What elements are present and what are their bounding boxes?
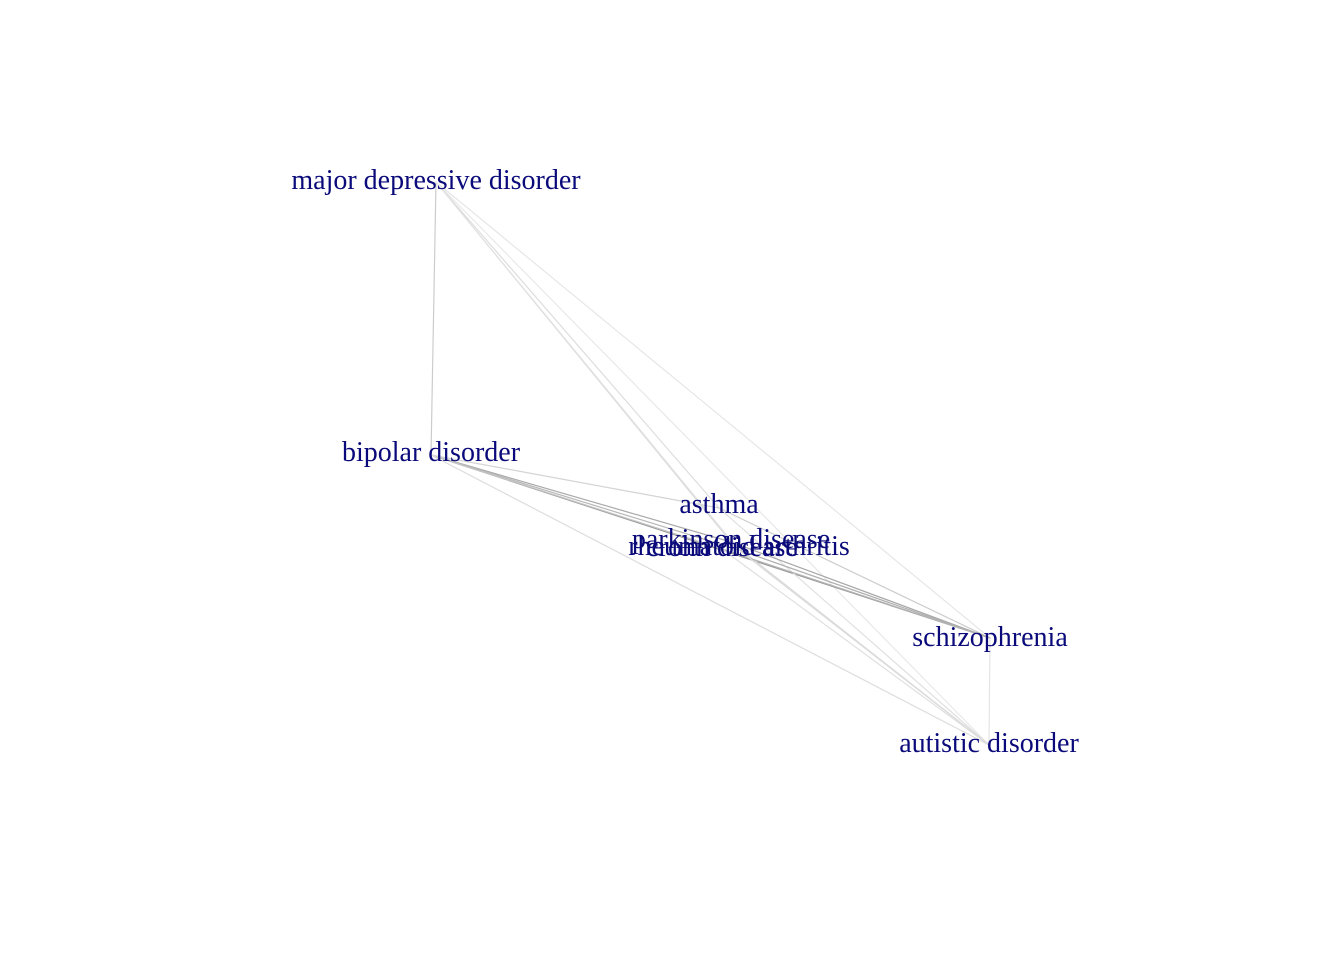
node-label-major-depressive-disorder: major depressive disorder: [291, 165, 581, 196]
node-label-schizophrenia: schizophrenia: [912, 622, 1068, 653]
edge-mdd-schizophrenia: [435, 181, 991, 639]
edge-bipolar-rheumatoid: [430, 454, 740, 551]
node-label-rheumatoid-arthritis: rheumatoid arthritis: [628, 531, 850, 562]
edge-bipolar-parkinson: [430, 454, 732, 543]
edge-layer: [430, 181, 991, 746]
edge-mdd-asthma: [435, 181, 720, 509]
edge-crohn-autistic: [721, 548, 990, 746]
edge-bipolar-crohn: [430, 454, 723, 550]
edge-parkinson-schizophrenia: [730, 541, 991, 639]
edge-asthma-schizophrenia: [718, 507, 991, 639]
edge-asthma-autistic: [718, 507, 990, 746]
node-label-bipolar-disorder: bipolar disorder: [342, 437, 521, 468]
edge-mdd-bipolar: [430, 181, 437, 456]
node-label-parkinson-disease: parkinson disease: [632, 524, 830, 555]
edge-schizophrenia-autistic: [988, 637, 991, 746]
edge-rheumatoid-autistic: [738, 549, 990, 746]
edge-bipolar-autistic: [430, 454, 990, 746]
edge-mdd-rheumatoid: [435, 181, 740, 551]
node-label-layer: major depressive disorder bipolar disord…: [291, 165, 1079, 759]
node-label-asthma: asthma: [679, 489, 759, 520]
node-label-autistic-disorder: autistic disorder: [899, 728, 1079, 759]
edge-bipolar-asthma: [430, 454, 720, 509]
edge-crohn-schizophrenia: [721, 548, 991, 639]
node-label-crohn-disease: crohn disease: [646, 532, 798, 563]
edge-rheumatoid-schizophrenia: [738, 549, 991, 639]
edge-mdd-autistic: [435, 181, 990, 746]
